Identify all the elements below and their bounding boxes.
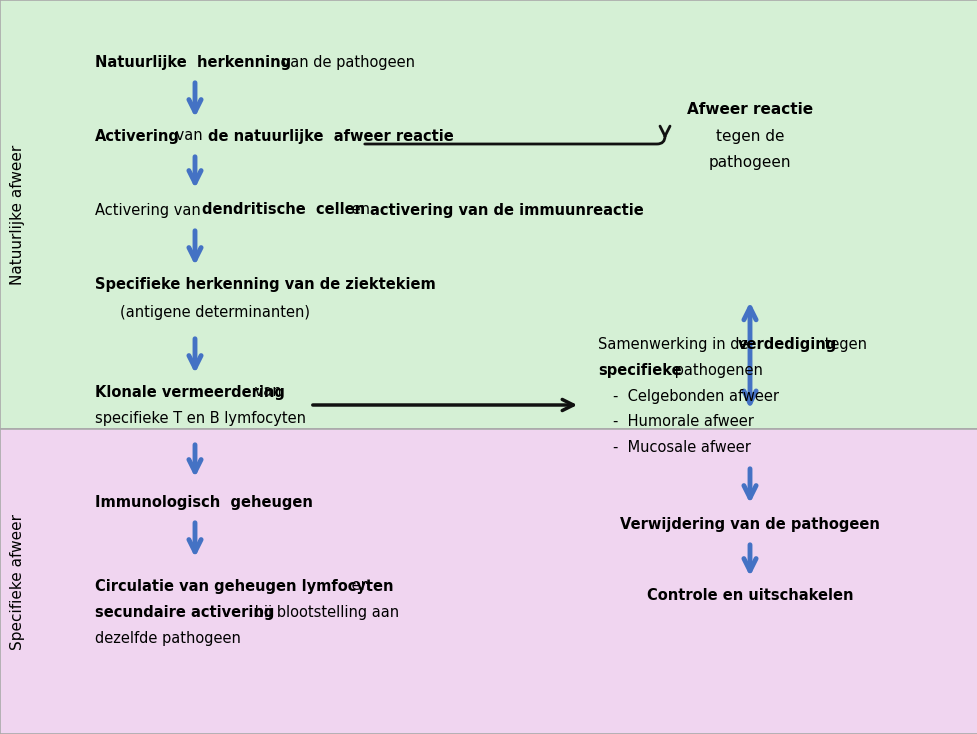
Text: Specifieke afweer: Specifieke afweer bbox=[11, 514, 25, 650]
Text: van: van bbox=[250, 385, 281, 399]
Bar bbox=[0, 429, 977, 734]
Text: pathogenen: pathogenen bbox=[669, 363, 762, 377]
Text: specifieke T en B lymfocyten: specifieke T en B lymfocyten bbox=[95, 410, 306, 426]
Text: Activering van: Activering van bbox=[95, 203, 205, 217]
Text: Specifieke herkenning van de ziektekiem: Specifieke herkenning van de ziektekiem bbox=[95, 277, 436, 291]
Text: Immunologisch  geheugen: Immunologisch geheugen bbox=[95, 495, 313, 509]
Text: secundaire activering: secundaire activering bbox=[95, 605, 275, 619]
Text: verdediging: verdediging bbox=[738, 336, 836, 352]
Text: van de pathogeen: van de pathogeen bbox=[276, 54, 414, 70]
Bar bbox=[0, 0, 977, 429]
Text: activering van de immuunreactie: activering van de immuunreactie bbox=[369, 203, 643, 217]
Text: (antigene determinanten): (antigene determinanten) bbox=[120, 305, 310, 319]
Text: Natuurlijke  herkenning: Natuurlijke herkenning bbox=[95, 54, 291, 70]
Text: Verwijdering van de pathogeen: Verwijdering van de pathogeen bbox=[619, 517, 879, 531]
Text: bij blootstelling aan: bij blootstelling aan bbox=[250, 605, 399, 619]
Text: Samenwerking in de: Samenwerking in de bbox=[597, 336, 752, 352]
Text: Activering: Activering bbox=[95, 128, 180, 144]
Text: Circulatie van geheugen lymfocyten: Circulatie van geheugen lymfocyten bbox=[95, 578, 393, 594]
Text: specifieke: specifieke bbox=[597, 363, 681, 377]
Text: en: en bbox=[347, 578, 369, 594]
Text: pathogeen: pathogeen bbox=[708, 154, 790, 170]
Text: tegen de: tegen de bbox=[715, 128, 784, 144]
Text: Klonale vermeerdering: Klonale vermeerdering bbox=[95, 385, 284, 399]
Text: tegen: tegen bbox=[819, 336, 867, 352]
Text: van: van bbox=[171, 128, 207, 144]
Text: dezelfde pathogeen: dezelfde pathogeen bbox=[95, 631, 240, 645]
Text: -  Celgebonden afweer: - Celgebonden afweer bbox=[613, 388, 779, 404]
Text: -  Humorale afweer: - Humorale afweer bbox=[613, 415, 753, 429]
Text: dendritische  cellen: dendritische cellen bbox=[202, 203, 364, 217]
Text: de natuurlijke  afweer reactie: de natuurlijke afweer reactie bbox=[208, 128, 453, 144]
Text: Natuurlijke afweer: Natuurlijke afweer bbox=[11, 145, 25, 285]
Text: -  Mucosale afweer: - Mucosale afweer bbox=[613, 440, 750, 456]
Text: Afweer reactie: Afweer reactie bbox=[686, 103, 812, 117]
Text: Controle en uitschakelen: Controle en uitschakelen bbox=[646, 589, 852, 603]
Text: en: en bbox=[347, 203, 374, 217]
